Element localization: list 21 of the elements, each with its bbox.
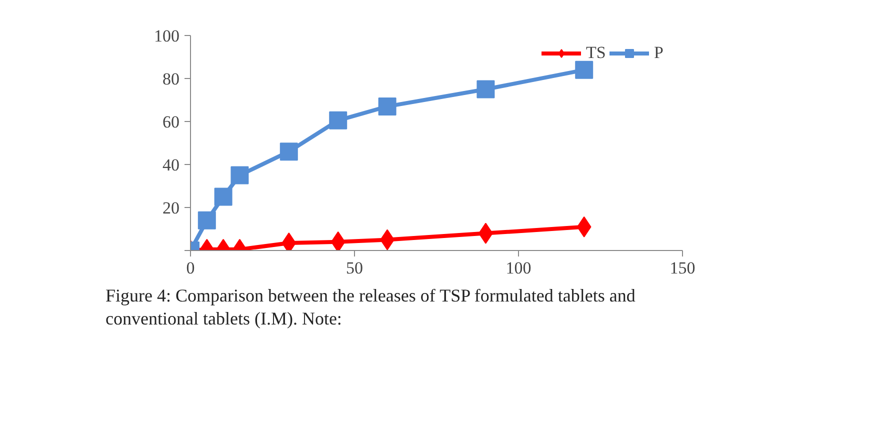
legend-label: TS — [586, 43, 606, 63]
x-tick-label: 100 — [506, 258, 532, 278]
point — [198, 211, 216, 230]
y-tick-label: 60 — [162, 112, 180, 132]
x-tick-label: 150 — [670, 258, 696, 278]
legend-label: P — [654, 43, 664, 63]
point — [330, 231, 346, 250]
point — [575, 60, 594, 79]
point — [378, 97, 396, 116]
y-tick-label: 80 — [162, 70, 180, 88]
point — [329, 111, 348, 130]
point — [280, 142, 298, 161]
point — [214, 188, 232, 206]
y-tick-label: 100 — [154, 26, 180, 46]
caption: Figure 4: Comparison between the releases of TSP formulated tablets and conventional tablets (I.M). Note: — [106, 286, 636, 328]
x-tick-label: 50 — [346, 258, 363, 278]
point — [230, 166, 249, 184]
y-tick-label: 40 — [162, 156, 180, 174]
point — [476, 80, 495, 98]
x-tick-label: 0 — [186, 258, 195, 278]
y-tick-label: 20 — [162, 198, 180, 218]
